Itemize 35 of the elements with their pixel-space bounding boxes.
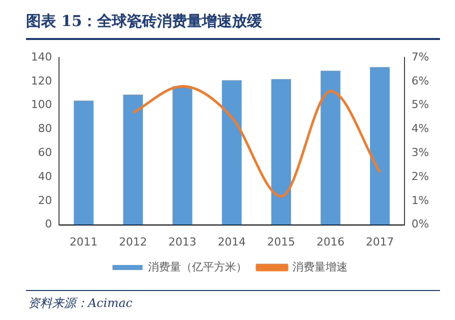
y2-tick-label: 4% — [412, 122, 429, 136]
y2-tick-label: 6% — [412, 74, 429, 88]
y-tick-label: 60 — [38, 146, 52, 159]
bar — [123, 94, 143, 225]
y-tick-label: 0 — [44, 218, 52, 231]
y-tick-label: 120 — [30, 74, 52, 88]
text: 资料来源：Acimac — [28, 295, 132, 312]
bar — [370, 67, 390, 225]
y2-tick-label: 5% — [412, 98, 429, 112]
y2-tick-label: 7% — [412, 50, 429, 64]
y-tick-label: 140 — [30, 50, 52, 64]
bar — [271, 79, 292, 225]
y-tick-label: 100 — [30, 98, 52, 112]
line-series — [132, 85, 382, 198]
bar — [222, 80, 242, 225]
x-tick-label: 2017 — [366, 235, 394, 248]
y-tick-label: 80 — [38, 122, 52, 136]
bar — [172, 86, 192, 225]
y2-tick-label: 3% — [412, 146, 429, 159]
chart-title: 图表 15：全球瓷砖消费量增速放缓 — [26, 12, 262, 31]
bar — [320, 70, 340, 225]
x-tick-label: 2011 — [70, 235, 98, 248]
x-tick-label: 2013 — [168, 235, 196, 248]
x-tick-label: 2015 — [267, 235, 296, 248]
y2-tick-label: 1% — [412, 194, 429, 207]
bar — [74, 100, 94, 225]
x-tick-label: 2014 — [218, 235, 246, 248]
x-tick-label: 2016 — [316, 235, 344, 248]
y2-tick-label: 2% — [412, 170, 429, 183]
y2-tick-label: 0% — [412, 218, 429, 231]
x-tick-label: 2012 — [119, 235, 148, 248]
legend-label: 消费量增速 — [292, 260, 348, 274]
legend-label: 消费量（亿平方米） — [148, 260, 247, 274]
y-tick-label: 20 — [38, 194, 52, 207]
y-tick-label: 40 — [38, 170, 52, 183]
